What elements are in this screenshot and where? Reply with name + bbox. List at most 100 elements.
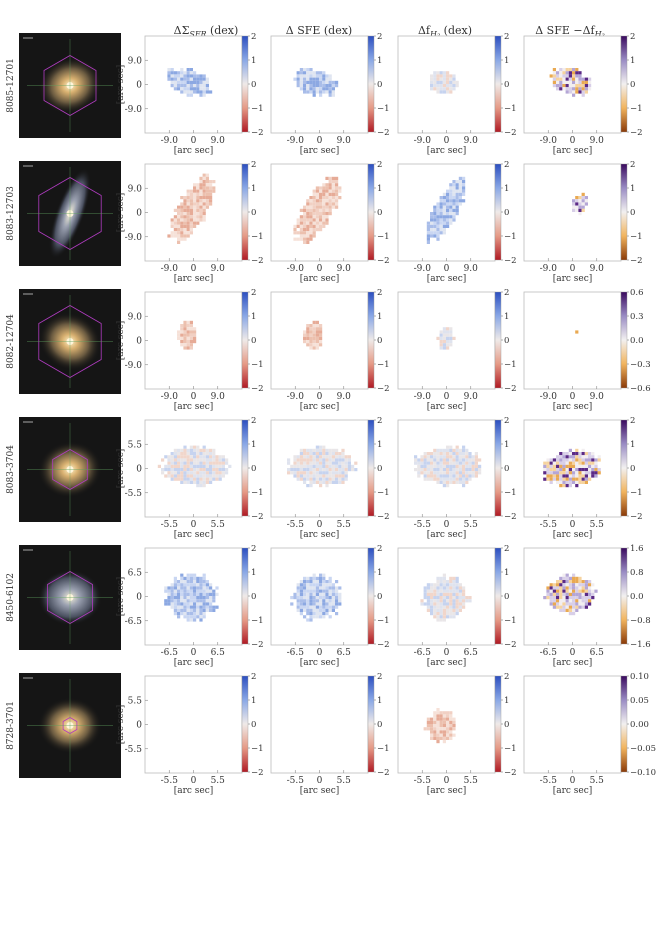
- map-pixel: [578, 87, 582, 91]
- map-pixel: [309, 589, 313, 593]
- map-pixel: [299, 592, 303, 596]
- map-pixel: [344, 458, 348, 462]
- map-pixel: [426, 224, 430, 228]
- map-pixel: [189, 208, 193, 212]
- map-pixel: [578, 605, 582, 609]
- map-pixel: [442, 346, 446, 350]
- colorbar-tick-label: 2: [630, 32, 635, 42]
- map-pixel: [462, 484, 466, 488]
- map-pixel: [296, 596, 300, 600]
- map-pixel: [296, 602, 300, 606]
- map-pixel: [430, 87, 434, 91]
- map-pixel: [588, 474, 592, 478]
- map-pixel: [193, 576, 197, 580]
- map-pixel: [306, 586, 310, 590]
- map-pixel: [312, 608, 316, 612]
- map-pixel: [344, 474, 348, 478]
- map-pixel: [452, 199, 456, 203]
- map-pixel: [299, 87, 303, 91]
- map-pixel: [449, 336, 453, 340]
- map-pixel: [565, 468, 569, 472]
- map-pixel: [299, 602, 303, 606]
- map-pixel: [183, 580, 187, 584]
- map-pixel: [331, 93, 335, 97]
- map-pixel: [581, 464, 585, 468]
- map-pixel: [433, 608, 437, 612]
- map-pixel: [436, 336, 440, 340]
- map-pixel: [575, 455, 579, 459]
- map-pixel: [173, 458, 177, 462]
- x-axis-label: [arc sec]: [553, 146, 593, 156]
- map-pixel: [433, 736, 437, 740]
- map-pixel: [581, 580, 585, 584]
- map-pixel: [442, 231, 446, 235]
- map-pixel: [439, 720, 443, 724]
- map-pixel: [575, 80, 579, 84]
- map-pixel: [581, 605, 585, 609]
- map-pixel: [556, 592, 560, 596]
- map-pixel: [309, 84, 313, 88]
- map-pixel: [173, 455, 177, 459]
- map-pixel: [309, 237, 313, 241]
- map-pixel: [189, 90, 193, 94]
- map-pixel: [193, 202, 197, 206]
- map-pixel: [568, 580, 572, 584]
- map-pixel: [199, 455, 203, 459]
- map-pixel: [202, 180, 206, 184]
- map-pixel: [578, 471, 582, 475]
- map-pixel: [556, 468, 560, 472]
- map-pixel: [452, 87, 456, 91]
- map-pixel: [430, 74, 434, 78]
- map-pixel: [306, 228, 310, 232]
- map-pixel: [173, 612, 177, 616]
- map-pixel: [177, 333, 181, 337]
- map-pixel: [331, 186, 335, 190]
- map-pixel: [180, 576, 184, 580]
- map-pixel: [439, 605, 443, 609]
- map-pixel: [578, 452, 582, 456]
- map-pixel: [439, 612, 443, 616]
- map-pixel: [565, 458, 569, 462]
- map-pixel: [180, 340, 184, 344]
- map-pixel: [202, 173, 206, 177]
- map-pixel: [299, 477, 303, 481]
- colorbar-tick-label: −2: [377, 768, 390, 778]
- map-pixel: [202, 580, 206, 584]
- map-pixel: [309, 208, 313, 212]
- map-pixel: [572, 602, 576, 606]
- map-pixel: [325, 474, 329, 478]
- map-pixel: [439, 580, 443, 584]
- map-pixel: [455, 461, 459, 465]
- map-pixel: [335, 183, 339, 187]
- map-pixel: [177, 452, 181, 456]
- map-pixel: [315, 221, 319, 225]
- map-pixel: [205, 192, 209, 196]
- map-pixel: [426, 461, 430, 465]
- y-tick-label: -5.5: [125, 489, 143, 499]
- map-panel: -6.5 0 6.5[arc sec]: [397, 547, 496, 668]
- map-pixel: [559, 474, 563, 478]
- map-pixel: [309, 199, 313, 203]
- map-pixel: [202, 84, 206, 88]
- map-pixel: [296, 599, 300, 603]
- map-pixel: [322, 189, 326, 193]
- x-axis-label: [arc sec]: [427, 402, 467, 412]
- map-pixel: [173, 71, 177, 75]
- map-pixel: [575, 87, 579, 91]
- map-pixel: [556, 583, 560, 587]
- map-pixel: [575, 196, 579, 200]
- map-pixel: [420, 461, 424, 465]
- map-pixel: [436, 602, 440, 606]
- map-pixel: [186, 90, 190, 94]
- map-pixel: [430, 605, 434, 609]
- map-pixel: [180, 608, 184, 612]
- map-pixel: [455, 480, 459, 484]
- map-pixel: [328, 448, 332, 452]
- map-pixel: [331, 477, 335, 481]
- map-pixel: [212, 592, 216, 596]
- map-pixel: [306, 324, 310, 328]
- map-pixel: [442, 333, 446, 337]
- map-pixel: [433, 605, 437, 609]
- map-pixel: [594, 471, 598, 475]
- map-pixel: [331, 176, 335, 180]
